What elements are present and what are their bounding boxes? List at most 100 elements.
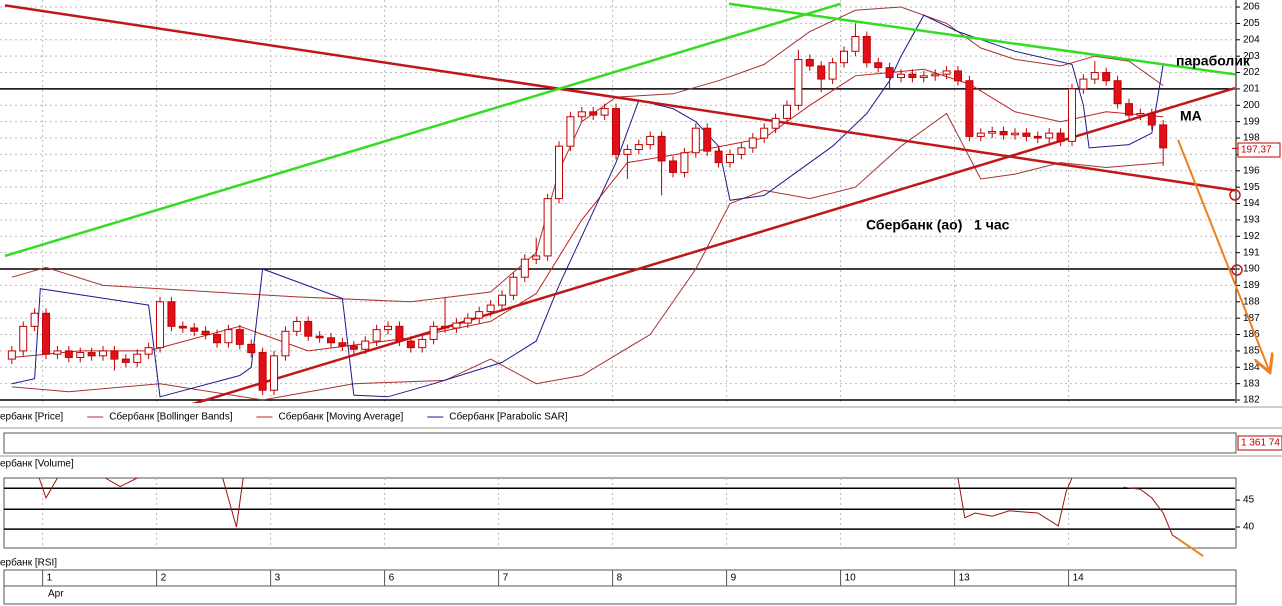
y-tick-label: 189 <box>1243 280 1260 291</box>
candle-body <box>509 276 518 296</box>
candle-body <box>680 152 689 173</box>
candle-body <box>828 62 837 80</box>
candle-body <box>862 36 871 64</box>
candle-body <box>953 70 962 82</box>
y-tick-label: 200 <box>1243 100 1260 111</box>
x-tick-label: 14 <box>1073 573 1085 584</box>
legend-label: ербанк [Price] <box>0 411 63 423</box>
candle-body <box>167 301 176 327</box>
x-tick-label: 3 <box>275 573 281 584</box>
candle-body <box>976 132 985 137</box>
x-tick-label: 2 <box>161 573 167 584</box>
candle-body <box>1022 132 1031 137</box>
x-tick-label: 1 <box>47 573 53 584</box>
candle-body <box>406 340 415 349</box>
candle-body <box>691 127 700 154</box>
candle-body <box>566 116 575 147</box>
panel-label: ербанк [Volume] <box>0 458 74 470</box>
candle-body <box>965 80 974 137</box>
candle-body <box>190 327 199 332</box>
y-tick-label: 186 <box>1243 329 1260 340</box>
candle-body <box>418 338 427 349</box>
candle-body <box>896 73 905 78</box>
marker <box>1229 189 1241 201</box>
candle-body <box>737 147 746 155</box>
candle-body <box>486 304 495 313</box>
y-tick-label: 204 <box>1243 34 1260 45</box>
candle-body <box>258 352 267 391</box>
y-tick-label: 201 <box>1243 84 1260 95</box>
y-tick-label: 187 <box>1243 313 1260 324</box>
y-tick-label: 195 <box>1243 182 1260 193</box>
y-tick-label: 203 <box>1243 51 1260 62</box>
candle-body <box>1102 72 1111 82</box>
x-tick-label: 6 <box>389 573 395 584</box>
trend-line <box>4 2 841 258</box>
candle-body <box>1124 103 1133 116</box>
candle-body <box>771 117 780 129</box>
candle-body <box>327 337 336 344</box>
candle-body <box>612 108 621 155</box>
y-tick-label: 182 <box>1243 395 1260 406</box>
candle-body <box>760 127 769 139</box>
candle-body <box>281 330 290 357</box>
candle-body <box>64 350 73 358</box>
candle-body <box>99 350 108 357</box>
bollinger-upper <box>11 6 1164 303</box>
candle-body <box>429 325 438 340</box>
candle-body <box>942 70 951 75</box>
y-tick-label: 202 <box>1243 67 1260 78</box>
candle-body <box>726 153 735 164</box>
candle-body <box>1090 72 1099 80</box>
candle-body <box>338 342 347 347</box>
candle-body <box>270 355 279 391</box>
y-tick-label: 188 <box>1243 296 1260 307</box>
candle-body <box>520 258 529 278</box>
candle-body <box>1010 132 1019 136</box>
candle-body <box>908 73 917 78</box>
candle-body <box>1147 112 1156 126</box>
candle-body <box>669 160 678 173</box>
volume-badge <box>1237 435 1282 451</box>
candle-body <box>224 329 233 344</box>
y-tick-label: 199 <box>1243 116 1260 127</box>
y-tick-label: 184 <box>1243 362 1260 373</box>
rsi-arrow <box>1177 537 1204 557</box>
candle-body <box>1079 78 1088 90</box>
candle-body <box>7 350 16 360</box>
candle-body <box>931 73 940 77</box>
candle-body <box>988 130 997 134</box>
candle-body <box>623 149 632 155</box>
y-tick-label: 196 <box>1243 165 1260 176</box>
rsi-plot <box>4 478 1235 548</box>
trend-line <box>728 2 1235 76</box>
parabolic-sar <box>11 14 1164 398</box>
candle-body <box>657 135 666 162</box>
candle-body <box>463 317 472 324</box>
candle-body <box>315 335 324 339</box>
candle-body <box>498 294 507 306</box>
x-tick-label: 10 <box>845 573 857 584</box>
candle-body <box>794 58 803 106</box>
y-tick-label: 185 <box>1243 346 1260 357</box>
candle-body <box>30 312 39 327</box>
candle-body <box>1113 80 1122 105</box>
candle-body <box>703 127 712 152</box>
candle-body <box>475 311 484 319</box>
volume-label: 1 361 74 <box>1241 438 1280 449</box>
x-tick-label: 8 <box>617 573 623 584</box>
candle-body <box>395 325 404 342</box>
candle-body <box>555 145 564 200</box>
candle-body <box>1033 135 1042 139</box>
price-label: 197,37 <box>1241 145 1272 156</box>
candle-body <box>817 65 826 80</box>
candle-body <box>874 62 883 69</box>
candle-body <box>1136 112 1145 116</box>
y-tick-label: 192 <box>1243 231 1260 242</box>
candle-body <box>714 150 723 164</box>
y-tick-label: 183 <box>1243 378 1260 389</box>
candle-body <box>304 320 313 337</box>
marker <box>1231 264 1243 276</box>
